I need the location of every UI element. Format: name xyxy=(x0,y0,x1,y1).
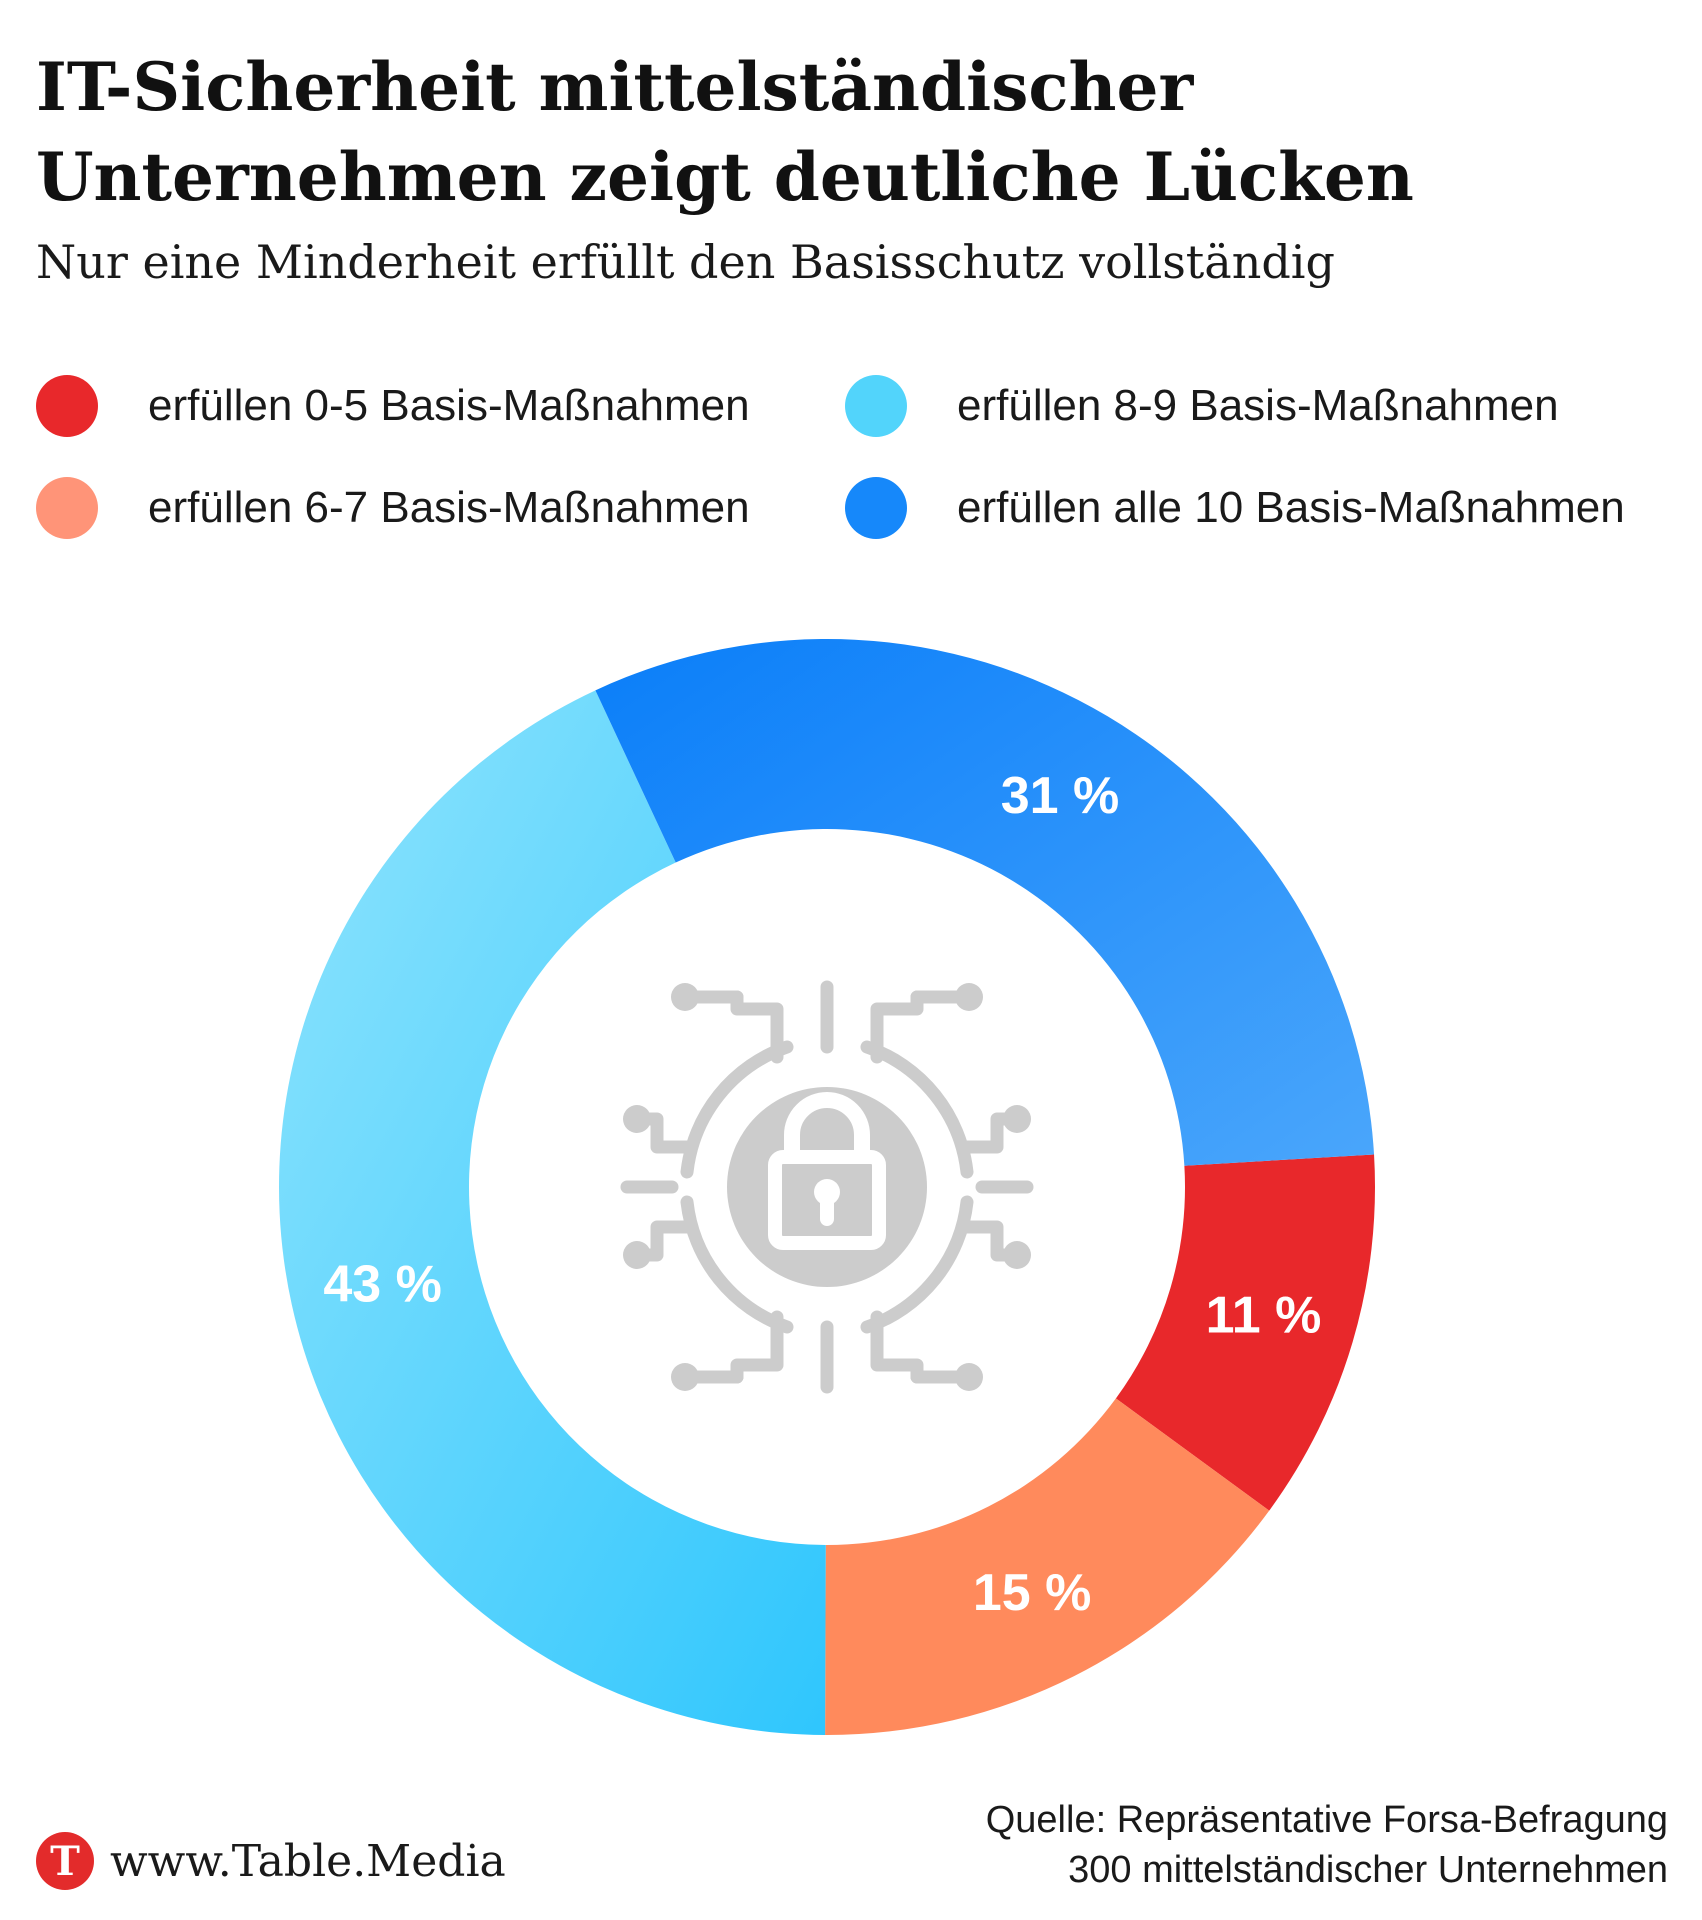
slice-label-4: 31 % xyxy=(1001,767,1120,825)
circuit-lock-icon xyxy=(620,980,1034,1394)
donut-chart: 11 % 15 % 43 % 31 % xyxy=(279,639,1375,1735)
slice-label-3: 43 % xyxy=(323,1256,442,1314)
slice-label-2: 15 % xyxy=(973,1564,1092,1622)
legend-item-0-5: erfüllen 0-5 Basis-Maßnahmen xyxy=(36,375,750,437)
chart-title: IT-Sicherheit mittelständischer Unterneh… xyxy=(36,48,1414,216)
legend-swatch-8-9 xyxy=(845,375,907,437)
brand-logo[interactable]: T www.Table.Media xyxy=(36,1832,506,1890)
logo-t-icon: T xyxy=(36,1832,94,1890)
slice-1 xyxy=(1115,1154,1375,1511)
source-line-2: 300 mittelständischer Unternehmen xyxy=(1068,1849,1668,1891)
legend-swatch-6-7 xyxy=(36,477,98,539)
legend-label-10: erfüllen alle 10 Basis-Maßnahmen xyxy=(957,483,1625,532)
legend-label-6-7: erfüllen 6-7 Basis-Maßnahmen xyxy=(148,483,750,532)
legend-label-0-5: erfüllen 0-5 Basis-Maßnahmen xyxy=(148,381,750,430)
slice-3 xyxy=(279,690,826,1735)
legend-item-8-9: erfüllen 8-9 Basis-Maßnahmen xyxy=(845,375,1559,437)
slice-2 xyxy=(825,1398,1270,1735)
legend-item-6-7: erfüllen 6-7 Basis-Maßnahmen xyxy=(36,477,750,539)
legend-swatch-10 xyxy=(845,477,907,539)
legend-label-8-9: erfüllen 8-9 Basis-Maßnahmen xyxy=(957,381,1559,430)
chart-subtitle: Nur eine Minderheit erfüllt den Basissch… xyxy=(36,235,1335,289)
legend-item-10: erfüllen alle 10 Basis-Maßnahmen xyxy=(845,477,1625,539)
site-url[interactable]: www.Table.Media xyxy=(110,1835,506,1887)
slice-label-1: 11 % xyxy=(1206,1286,1322,1344)
legend-swatch-0-5 xyxy=(36,375,98,437)
source-line-1: Quelle: Repräsentative Forsa-Befragung xyxy=(985,1799,1668,1841)
source-note: Quelle: Repräsentative Forsa-Befragung 3… xyxy=(986,1795,1668,1895)
slice-4 xyxy=(595,639,1375,1166)
